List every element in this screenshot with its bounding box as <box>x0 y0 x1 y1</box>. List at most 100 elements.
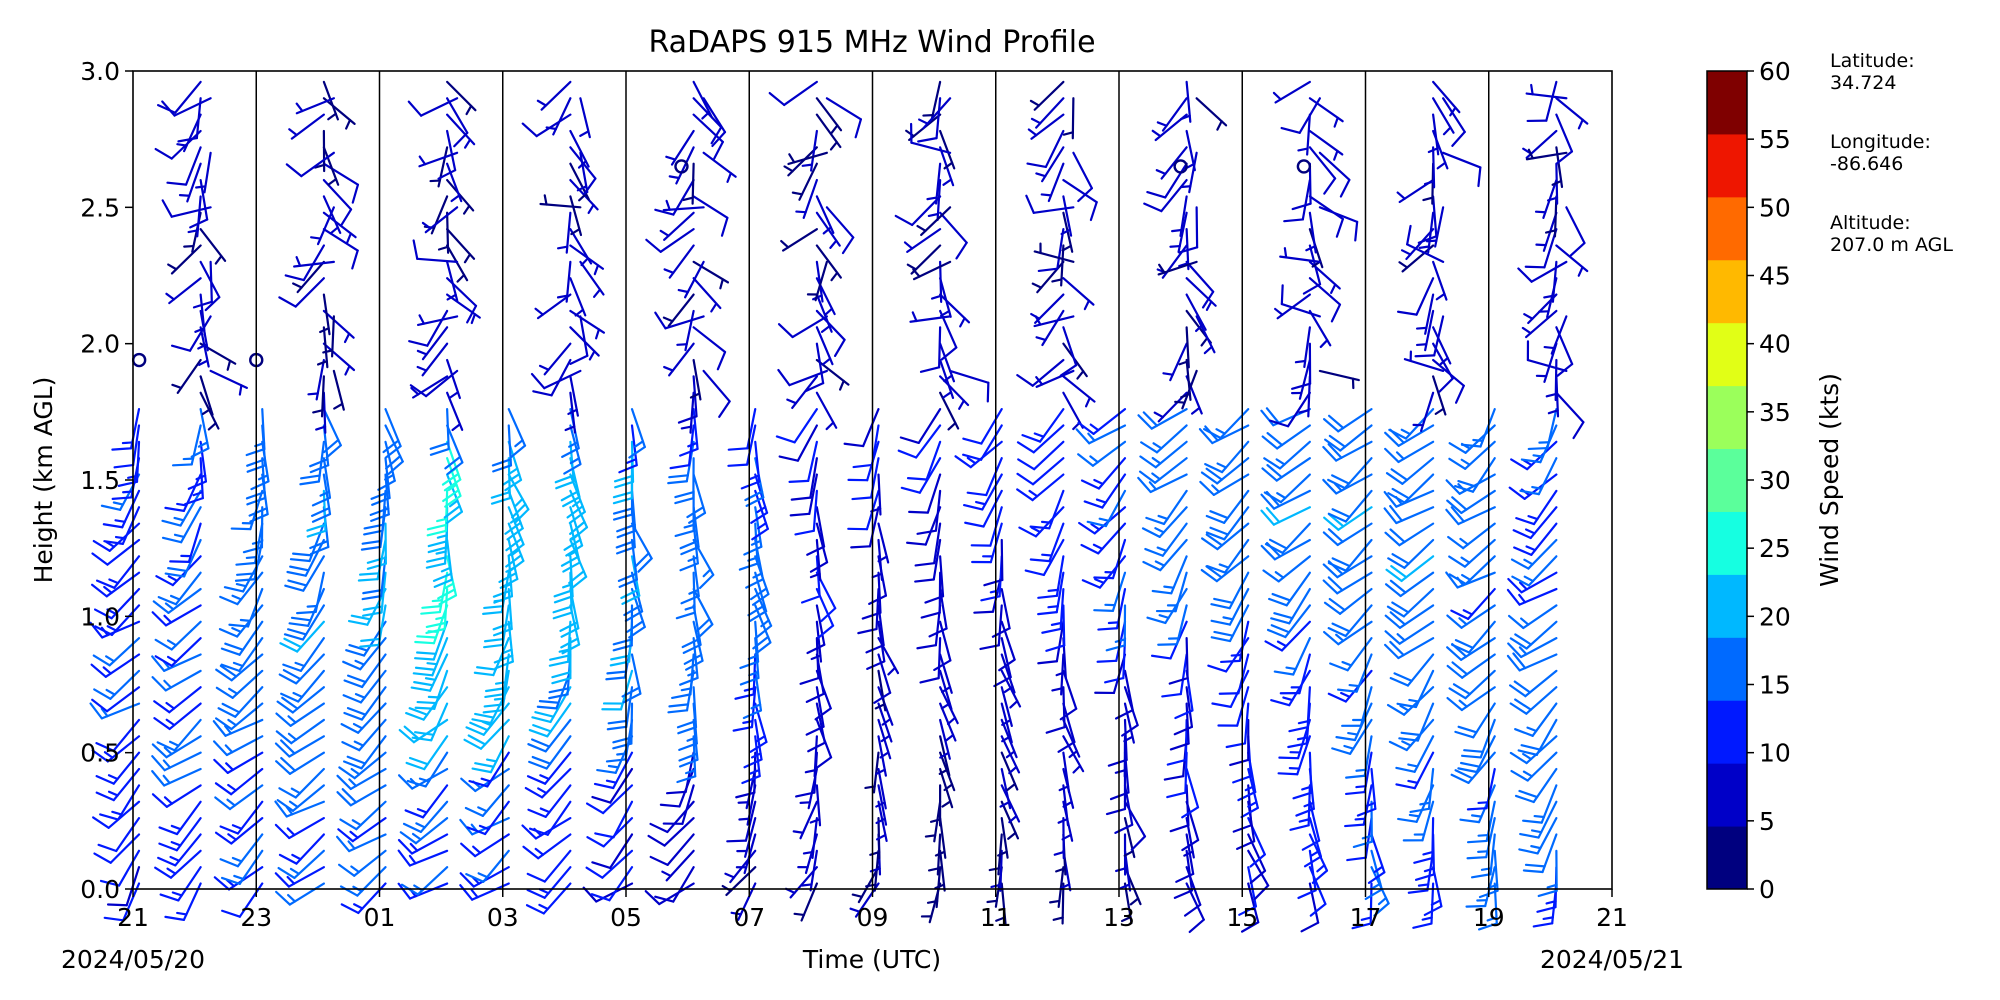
barb-half-flag <box>534 847 545 856</box>
barb-flag <box>530 372 546 390</box>
barb-half-flag <box>122 490 134 494</box>
barb-flag <box>416 651 437 655</box>
barb-half-flag <box>1061 244 1072 252</box>
barb-flag <box>335 835 351 853</box>
barb-flag <box>1200 568 1218 583</box>
wind-barb <box>1210 587 1250 626</box>
wind-barb <box>1385 457 1435 485</box>
wind-barb <box>1308 97 1344 128</box>
barb-flag <box>444 455 462 470</box>
barb-shaft <box>825 97 862 121</box>
barb-half-flag <box>1218 563 1230 569</box>
barb-half-flag <box>1520 617 1530 626</box>
wind-barb <box>276 686 325 714</box>
barb-shaft <box>1062 178 1098 204</box>
barb-flag <box>1077 453 1095 467</box>
wind-barb <box>1145 489 1188 526</box>
barb-flag <box>679 676 699 686</box>
wind-barb <box>1264 620 1311 652</box>
wind-barb <box>1427 113 1440 156</box>
barb-shaft <box>815 342 825 385</box>
barb-flag <box>284 584 305 592</box>
barb-half-flag <box>1545 392 1557 398</box>
barb-flag <box>634 552 650 568</box>
wind-barb <box>939 702 957 742</box>
barb-flag <box>274 872 290 888</box>
barb-flag <box>678 752 699 762</box>
wind-barb <box>1030 97 1065 129</box>
wind-barb <box>1396 669 1435 709</box>
barb-flag <box>288 622 310 627</box>
barb-flag <box>1104 677 1125 684</box>
barb-half-flag <box>1545 900 1557 905</box>
wind-barb <box>1141 506 1188 538</box>
barb-half-flag <box>986 899 998 904</box>
barb-shaft <box>1185 833 1195 876</box>
wind-barb <box>528 702 572 738</box>
barb-flag <box>156 741 176 752</box>
barb-flag <box>805 692 825 704</box>
wind-barb <box>1057 702 1076 753</box>
barb-flag <box>167 567 188 573</box>
barb-flag <box>1139 455 1157 469</box>
barb-flag <box>805 382 825 393</box>
wind-barb <box>928 587 948 638</box>
barb-shaft <box>609 833 634 870</box>
barb-half-flag <box>424 677 437 681</box>
barb-half-flag <box>192 491 204 497</box>
wind-barb <box>1514 767 1558 804</box>
barb-flag <box>1384 431 1400 447</box>
barb-flag <box>1450 643 1471 654</box>
barb-flag <box>1466 856 1488 860</box>
barb-flag <box>1163 775 1185 781</box>
barb-flag <box>628 445 646 459</box>
latitude-value: 34.724 <box>1830 72 1897 94</box>
barb-half-flag <box>1061 833 1072 841</box>
barb-flag <box>1460 443 1482 448</box>
wind-barb <box>661 849 695 882</box>
barb-flag <box>565 544 584 557</box>
barb-flag <box>612 736 633 744</box>
barb-flag <box>278 787 297 799</box>
barb-flag <box>113 463 135 469</box>
wind-barb <box>156 718 202 752</box>
barb-half-flag <box>595 328 601 340</box>
barb-shaft <box>109 833 141 864</box>
barb-flag <box>1448 573 1467 586</box>
barb-flag <box>1151 589 1173 595</box>
colorbar-tick-label: 5 <box>1759 807 1775 836</box>
wind-barb <box>1029 489 1065 530</box>
barb-flag <box>339 818 358 831</box>
barb-half-flag <box>780 239 790 249</box>
calm-circle <box>1296 159 1312 174</box>
barb-half-flag <box>257 474 269 481</box>
barb-shaft <box>199 260 221 299</box>
barb-shaft <box>926 473 942 514</box>
barb-half-flag <box>421 221 432 230</box>
barb-flag <box>1477 166 1482 188</box>
barb-flag <box>97 843 118 853</box>
barb-shaft <box>815 506 826 548</box>
barb-half-flag <box>165 701 176 710</box>
wind-barb <box>161 97 212 117</box>
barb-flag <box>1450 506 1465 523</box>
barb-flag <box>1322 563 1339 579</box>
wind-barb <box>1000 653 1016 694</box>
barb-flag <box>897 449 918 459</box>
barb-half-flag <box>121 441 134 445</box>
wind-barb <box>446 113 476 149</box>
barb-flag <box>282 663 303 672</box>
barb-flag <box>111 447 133 451</box>
barb-flag <box>585 802 605 815</box>
wind-barb <box>1031 260 1065 294</box>
date-start-label: 2024/05/20 <box>61 945 205 974</box>
barb-half-flag <box>1430 899 1442 906</box>
barb-shaft <box>420 97 459 117</box>
wind-barb <box>929 784 942 827</box>
barb-shaft <box>1286 391 1311 428</box>
barb-flag <box>1448 442 1467 454</box>
wind-barb <box>918 97 952 130</box>
wind-barb <box>1415 309 1435 352</box>
wind-barb <box>1507 604 1558 630</box>
barb-half-flag <box>829 239 838 249</box>
